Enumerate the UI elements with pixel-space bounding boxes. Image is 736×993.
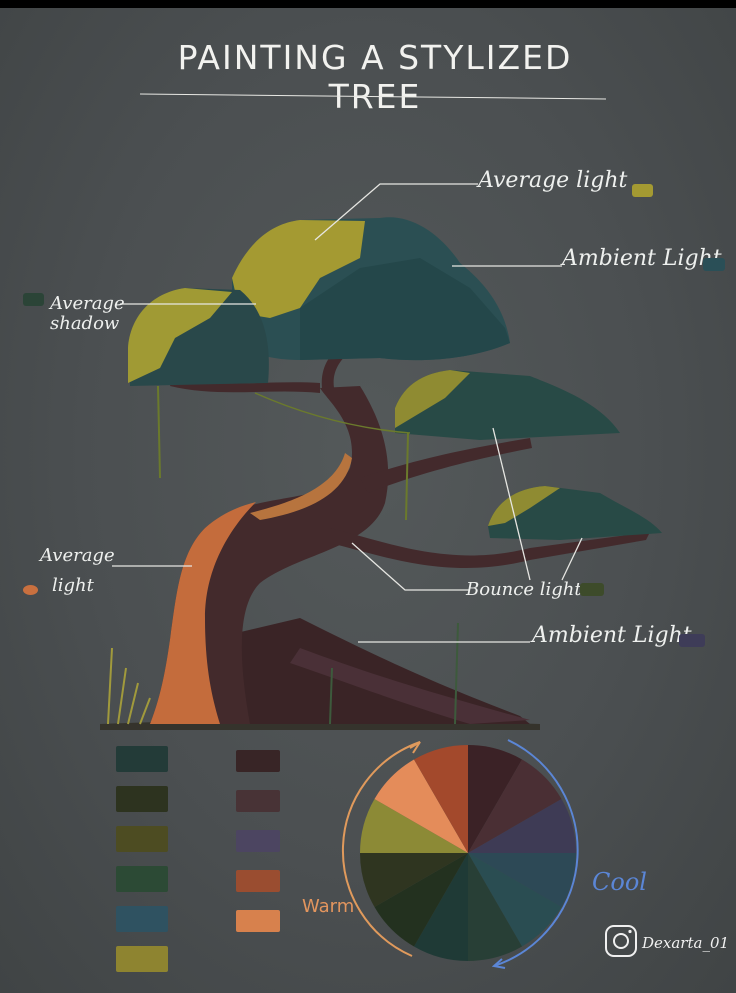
tree-trunk [150,386,389,724]
root-right [290,648,530,724]
palette-swatch [116,786,168,812]
canopy-small-light [488,486,560,526]
color-wheel-slice [414,745,468,853]
vine-2 [405,432,409,521]
grass-mid [329,622,459,725]
tree-illustration [100,183,662,969]
vine-1 [157,385,161,479]
palette-swatch [236,910,280,932]
color-wheel-slice [360,853,468,907]
palette-swatch [236,830,280,852]
color-wheel [360,745,576,961]
label-bounce-light: Bounce light [466,579,582,600]
label-cool: Cool [592,868,647,896]
palette-swatch [116,946,168,972]
branch-left [170,380,320,393]
swatch-average-light [632,184,653,197]
cool-arrow [493,739,579,967]
label-ambient-light-bottom: Ambient Light [532,623,692,648]
pointer-average-light-top [314,183,478,241]
swatch-ambient-light [703,258,725,271]
color-wheel-slice [360,799,468,853]
grass-left [107,647,151,725]
color-wheel-slice [468,759,562,853]
warm-arrowhead [409,741,421,754]
cool-arrowhead [491,958,506,969]
canopy-main-shadow [300,258,510,361]
illustration-board: PAINTING A STYLIZED TREE [0,8,736,993]
pointer-bounce-3 [561,537,583,581]
label-average-shadow-2: shadow [50,313,120,334]
warm-arrow [341,741,421,957]
color-wheel-slice [468,853,522,961]
label-average-shadow-1: Average [50,293,125,314]
color-wheel-slice [414,853,468,961]
canopy-main-light [232,220,365,318]
color-wheel-slice [468,853,576,907]
color-wheel-slice [468,853,562,947]
palette-swatch [236,750,280,772]
instagram-icon [605,925,637,957]
branch-right-mid [360,438,532,493]
trunk-light-side [150,502,256,724]
label-warm: Warm [302,896,355,917]
pointer-bounce-1 [351,542,470,591]
branch-right-low [330,528,650,568]
palette-swatch [236,870,280,892]
vine-3 [254,392,411,434]
palette-swatch [236,790,280,812]
label-average-light-top: Average light [478,168,628,193]
swatch-ambient-light-purple [679,634,705,647]
swatch-bounce-light [580,583,604,596]
color-wheel-slice [374,853,468,947]
credit-handle: Dexarta_01 [642,934,730,952]
pointer-bounce-2 [492,427,531,581]
color-wheel-slice [468,799,576,853]
label-average-light-left-1: Average [40,545,115,566]
canopy-left-light [128,288,232,383]
label-average-light-left-2: light [52,575,94,596]
canopy-right-light [395,370,470,428]
palette-swatch [116,746,168,772]
palette-swatch [116,906,168,932]
palette-swatch [116,866,168,892]
color-wheel-slice [468,745,522,853]
label-ambient-light-top: Ambient Light [562,246,722,271]
swatch-average-shadow [23,293,44,306]
trunk-bounce-highlight [250,453,352,520]
swatch-trunk-light [23,585,38,595]
pointer-lines [112,183,583,643]
palette-swatch [116,826,168,852]
page-title: PAINTING A STYLIZED TREE [177,38,573,116]
color-wheel-slice [374,759,468,853]
